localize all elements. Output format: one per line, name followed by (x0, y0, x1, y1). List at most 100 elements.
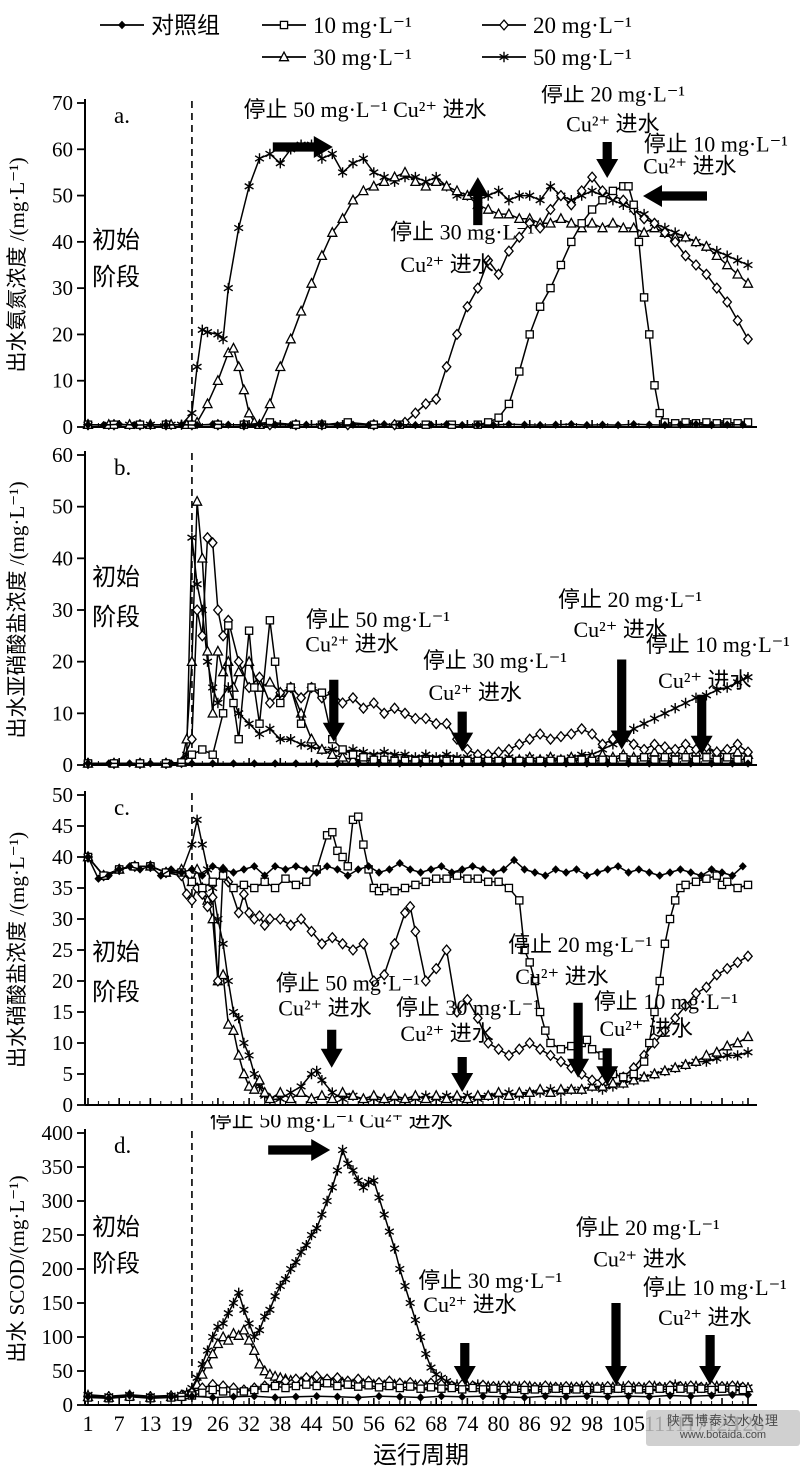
marker-s50 (712, 684, 722, 696)
annotation-text: Cu²⁺ 进水 (278, 996, 371, 1021)
marker-s50 (743, 259, 753, 271)
stop-arrow-down (453, 1343, 476, 1385)
marker-s10 (702, 874, 711, 883)
marker-s30 (628, 221, 640, 233)
marker-s10 (343, 1380, 353, 1389)
marker-s50 (301, 1239, 312, 1251)
y-tick-label: 15 (52, 1000, 73, 1024)
marker-s10 (717, 1384, 727, 1393)
marker-s10 (676, 1384, 685, 1393)
marker-s30 (264, 675, 276, 687)
stop-arrow-down (320, 1029, 343, 1068)
annotation-text: 停止 30 mg·L⁻¹ (390, 220, 534, 245)
y-tick-label: 40 (52, 230, 73, 254)
marker-s10 (208, 1385, 217, 1395)
marker-s20 (389, 702, 400, 715)
marker-s30 (389, 1089, 401, 1101)
marker-control (427, 420, 435, 429)
marker-control (427, 865, 435, 874)
legend-item-s30: 30 mg·L⁻¹ (262, 45, 412, 70)
marker-control (271, 759, 280, 768)
marker-s30 (638, 1070, 650, 1082)
marker-s10 (702, 753, 711, 762)
y-tick-label: 350 (42, 1155, 74, 1179)
marker-control (323, 862, 332, 871)
marker-s10 (598, 195, 607, 205)
marker-s50 (285, 734, 296, 745)
marker-s30 (337, 212, 349, 224)
marker-s10 (353, 812, 363, 821)
marker-s20 (618, 194, 629, 207)
stop-arrow-right (268, 1139, 331, 1161)
annotation: 停止 20 mg·L⁻¹ Cu²⁺ 进水 (558, 587, 702, 750)
marker-s50 (270, 1290, 280, 1302)
x-tick-label: 1 (83, 1411, 94, 1436)
marker-control (208, 420, 217, 429)
marker-control (744, 1390, 752, 1399)
y-tick-label: 20 (52, 322, 73, 346)
marker-control (125, 1391, 134, 1400)
marker-control (312, 759, 321, 768)
marker-s20 (410, 925, 421, 938)
marker-s30 (274, 1086, 286, 1097)
marker-s30 (721, 258, 733, 270)
marker-s20 (535, 728, 546, 740)
marker-s10 (379, 883, 389, 893)
marker-s50 (535, 194, 545, 206)
annotation-text: Cu²⁺ 进水 (400, 1021, 493, 1046)
marker-s30 (347, 1089, 359, 1101)
marker-s20 (431, 717, 442, 730)
marker-s10 (296, 719, 306, 728)
marker-s10 (431, 874, 441, 883)
y-tick-label: 400 (42, 1121, 74, 1145)
panel-tag: d. (114, 1133, 131, 1158)
series-control (84, 1390, 752, 1403)
marker-s10 (416, 1384, 425, 1393)
marker-s50 (395, 1263, 405, 1275)
marker-s30 (326, 1092, 338, 1104)
marker-s10 (208, 750, 217, 759)
marker-control (193, 420, 202, 430)
marker-s50 (197, 324, 208, 336)
marker-s30 (238, 1067, 250, 1079)
marker-s30 (461, 1092, 473, 1104)
marker-s30 (565, 1083, 577, 1094)
marker-s30 (186, 655, 198, 667)
marker-s10 (645, 330, 654, 339)
marker-s50 (244, 181, 254, 192)
marker-control (208, 759, 217, 768)
marker-s20 (441, 944, 452, 956)
annotation-text: 停止 30 mg·L⁻¹ (418, 1268, 562, 1293)
marker-s30 (295, 304, 307, 316)
marker-control (333, 1392, 342, 1401)
marker-control (655, 871, 664, 880)
marker-s20 (545, 203, 556, 216)
marker-control (686, 868, 695, 877)
svg-text:阶段: 阶段 (92, 264, 140, 291)
marker-control (177, 420, 186, 429)
marker-s50 (732, 1050, 743, 1061)
marker-s20 (379, 707, 390, 720)
marker-control (84, 852, 92, 862)
marker-s30 (243, 1334, 255, 1345)
marker-s30 (586, 216, 598, 228)
marker-s30 (233, 1049, 245, 1060)
marker-control (593, 868, 602, 877)
series-s10 (83, 812, 753, 1082)
annotation-text: Cu²⁺ 进水 (305, 631, 398, 656)
marker-s10 (338, 852, 347, 862)
marker-s50 (197, 839, 208, 850)
annotation-text: 停止 50 mg·L⁻¹ (306, 607, 450, 632)
marker-s30 (278, 50, 290, 62)
marker-control (406, 865, 415, 874)
marker-control (125, 759, 134, 768)
legend-label: 对照组 (151, 13, 220, 38)
marker-control (582, 1392, 591, 1401)
marker-s50 (187, 839, 197, 850)
annotation-text: Cu²⁺ 进水 (573, 617, 666, 642)
marker-control (551, 865, 560, 874)
marker-s50 (275, 734, 286, 745)
marker-s20 (701, 981, 712, 994)
marker-control (286, 420, 295, 430)
